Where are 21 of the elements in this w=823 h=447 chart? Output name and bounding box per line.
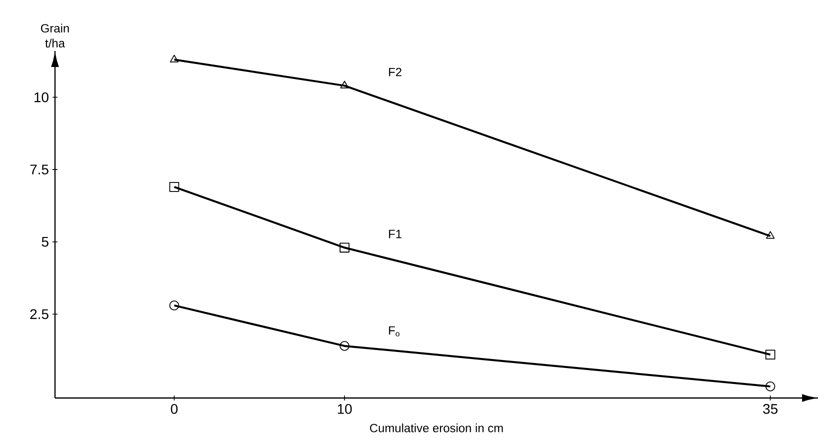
point (340, 80, 349, 88)
point (765, 382, 776, 392)
series-label: F$_{o}$ (389, 326, 400, 336)
point (340, 242, 350, 253)
y-tick-label: 2.5 (30, 309, 48, 320)
point (766, 231, 775, 239)
y-tick-label: 7.5 (30, 164, 48, 174)
point (169, 182, 180, 192)
point (340, 341, 350, 351)
series-label: F1 (389, 230, 402, 238)
point (169, 300, 180, 310)
x-tick-label: 10 (338, 404, 352, 414)
y-tick-label: 10 (34, 92, 48, 102)
x-tick-label: 35 (763, 404, 778, 414)
point (765, 350, 776, 360)
series-label: F2 (389, 68, 402, 76)
y-tick-label: 5 (42, 236, 48, 247)
point (170, 54, 179, 62)
y-axis-title: Grain t/ha (40, 24, 69, 48)
x-tick-label: 0 (170, 404, 178, 414)
x-axis-title: Cumulative erosion in cm (370, 424, 503, 432)
